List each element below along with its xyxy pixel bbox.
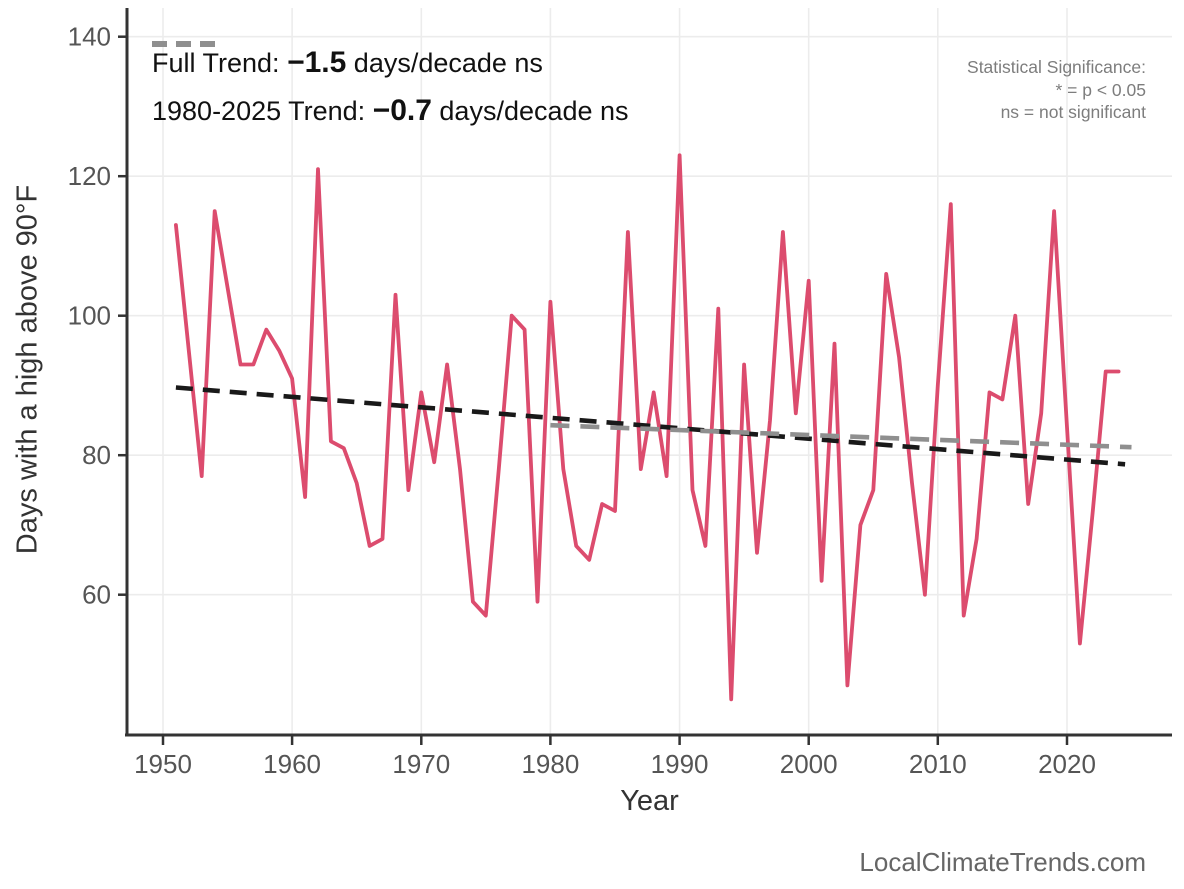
legend-prefix: 1980-2025 Trend:: [152, 96, 373, 126]
recent-trend-dash-icon: [152, 41, 216, 47]
recent-trend-line: [550, 422, 1132, 450]
legend-label-full-trend: Full Trend: −1.5 days/decade ns: [152, 46, 543, 80]
x-tick-label: 2000: [780, 749, 838, 779]
x-tick-label: 2010: [909, 749, 967, 779]
full-trend-line: [175, 385, 1126, 467]
y-tick-label: 140: [68, 22, 111, 52]
y-tick-label: 100: [68, 301, 111, 331]
trend-value: −1.5: [287, 46, 347, 79]
x-tick-label: 1990: [651, 749, 709, 779]
y-tick-label: 80: [82, 440, 111, 470]
significance-note-title: Statistical Significance:: [967, 57, 1146, 77]
x-tick-label: 2020: [1038, 749, 1096, 779]
site-credit: LocalClimateTrends.com: [859, 847, 1146, 877]
legend-prefix: Full Trend:: [152, 48, 288, 78]
y-tick-label: 120: [68, 161, 111, 191]
x-tick-label: 1970: [392, 749, 450, 779]
legend-row-full-trend: Full Trend: −1.5 days/decade ns: [152, 39, 629, 87]
significance-note-ns: ns = not significant: [1000, 102, 1146, 122]
legend-suffix: days/decade ns: [431, 96, 629, 126]
y-tick-label: 60: [82, 580, 111, 610]
x-axis-title: Year: [620, 785, 679, 817]
y-axis-title: Days with a high above 90°F: [11, 184, 44, 555]
x-tick-label: 1960: [263, 749, 321, 779]
significance-note: Statistical Significance: * = p < 0.05 n…: [967, 56, 1146, 124]
x-tick-label: 1950: [134, 749, 192, 779]
x-tick-label: 1980: [521, 749, 579, 779]
legend-row-recent-trend: 1980-2025 Trend: −0.7 days/decade ns: [152, 41, 629, 135]
legend-suffix: days/decade ns: [346, 48, 543, 78]
significance-note-star: * = p < 0.05: [1055, 79, 1147, 100]
trend-value: −0.7: [372, 94, 432, 127]
legend-label-recent-trend: 1980-2025 Trend: −0.7 days/decade ns: [152, 94, 629, 128]
trend-legend: Full Trend: −1.5 days/decade ns 1980-202…: [152, 39, 629, 135]
